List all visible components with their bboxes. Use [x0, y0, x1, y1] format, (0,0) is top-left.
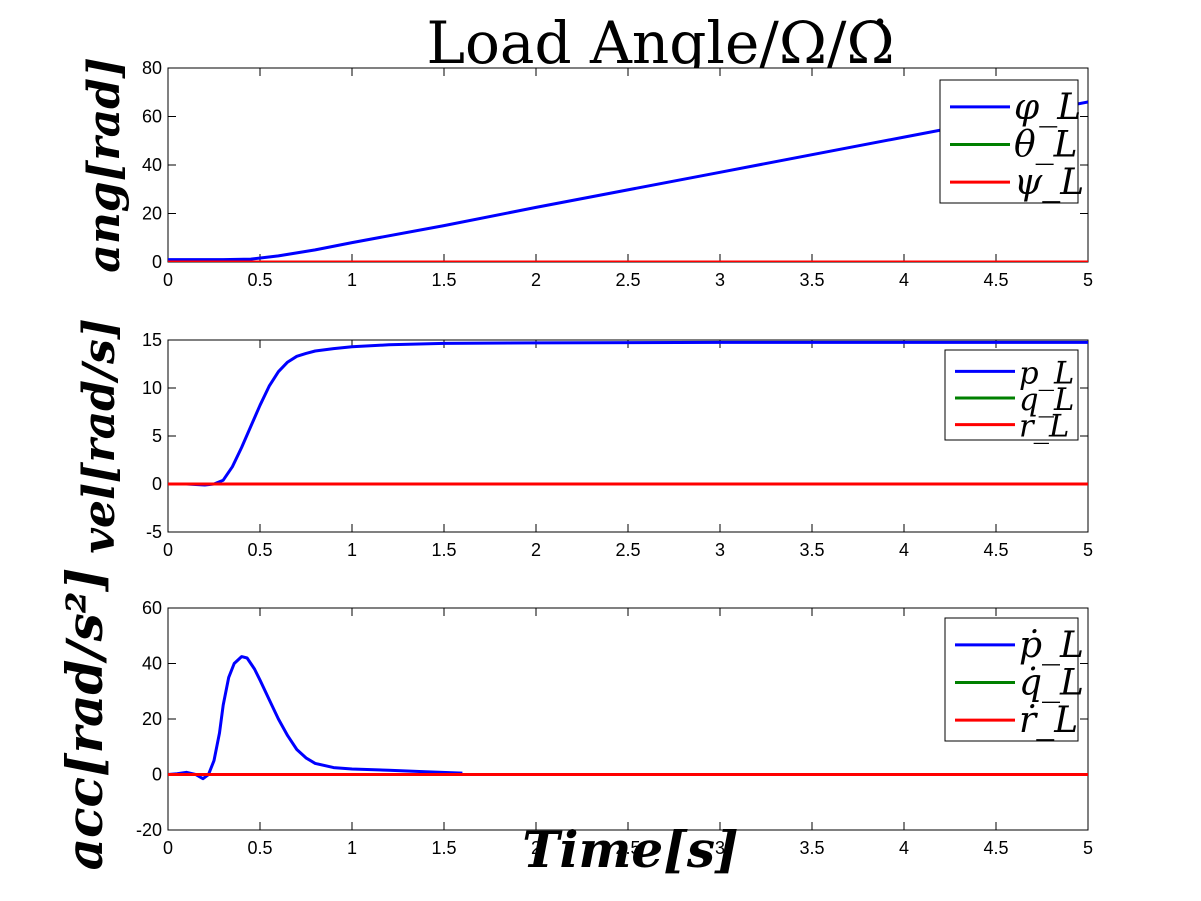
- legend-label: ṙ_L: [1019, 700, 1078, 741]
- x-tick-label: 2: [531, 270, 541, 290]
- y-tick-label: 60: [142, 107, 162, 127]
- x-tick-label: 3: [715, 540, 725, 560]
- x-tick-label: 3.5: [799, 540, 824, 560]
- x-tick-label: 4: [899, 270, 909, 290]
- legend-label: θ_L: [1014, 125, 1078, 166]
- legend-label: r_L: [1019, 410, 1069, 445]
- x-tick-label: 0.5: [247, 270, 272, 290]
- y-tick-label: 0: [152, 765, 162, 785]
- x-tick-label: 4.5: [983, 540, 1008, 560]
- y-tick-label: 15: [142, 330, 162, 350]
- legend-label: ψ_L: [1014, 162, 1084, 203]
- y-tick-label: 0: [152, 474, 162, 494]
- x-tick-label: 0.5: [247, 540, 272, 560]
- y-tick-label: 5: [152, 426, 162, 446]
- legend-label: ṗ_L: [1019, 625, 1084, 666]
- y-tick-label: 0: [152, 252, 162, 272]
- x-tick-label: 4.5: [983, 270, 1008, 290]
- x-tick-label: 0: [163, 540, 173, 560]
- y-tick-label: 60: [142, 598, 162, 618]
- xlabel: Time[s]: [30, 818, 1201, 882]
- x-tick-label: 5: [1083, 540, 1093, 560]
- x-tick-label: 5: [1083, 270, 1093, 290]
- legend-label: q̇_L: [1019, 663, 1084, 704]
- x-tick-label: 3: [715, 270, 725, 290]
- x-tick-label: 1: [347, 270, 357, 290]
- x-tick-label: 2.5: [615, 540, 640, 560]
- y-tick-label: 20: [142, 204, 162, 224]
- x-tick-label: 4: [899, 540, 909, 560]
- y-tick-label: 80: [142, 58, 162, 78]
- y-tick-label: 40: [142, 155, 162, 175]
- y-tick-label: 20: [142, 709, 162, 729]
- x-tick-label: 2.5: [615, 270, 640, 290]
- y-tick-label: -5: [146, 522, 162, 542]
- y-tick-label: 10: [142, 378, 162, 398]
- x-tick-label: 2: [531, 540, 541, 560]
- x-tick-label: 3.5: [799, 270, 824, 290]
- y-tick-label: 40: [142, 654, 162, 674]
- x-tick-label: 1: [347, 540, 357, 560]
- x-tick-label: 1.5: [431, 270, 456, 290]
- x-tick-label: 1.5: [431, 540, 456, 560]
- x-tick-label: 0: [163, 270, 173, 290]
- legend-label: φ_L: [1014, 87, 1081, 128]
